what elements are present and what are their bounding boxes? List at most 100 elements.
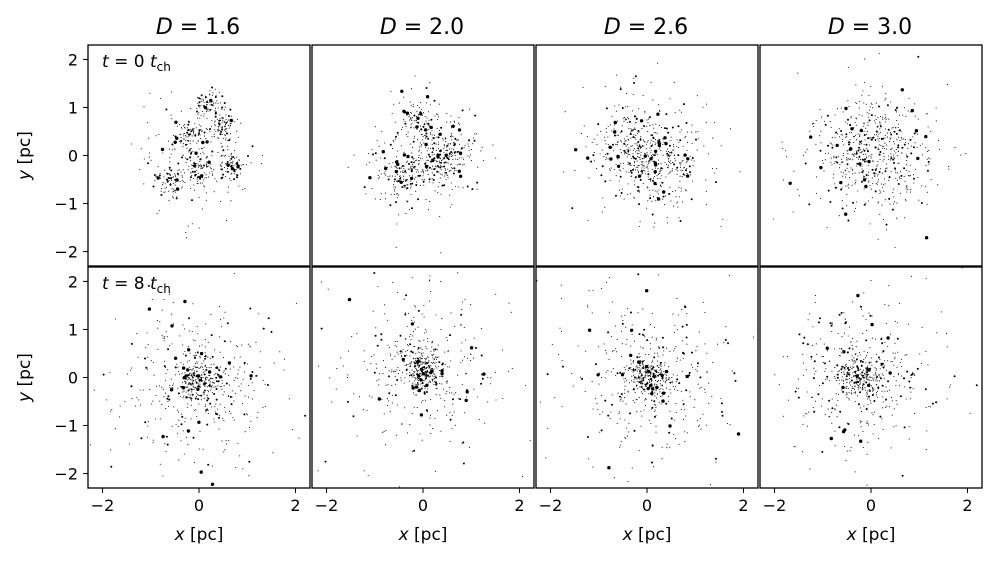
star-point xyxy=(346,400,349,403)
star-point xyxy=(927,160,930,163)
star-point xyxy=(889,141,891,143)
star-point xyxy=(635,169,637,171)
star-point xyxy=(226,163,230,167)
star-point xyxy=(670,151,673,154)
star-point xyxy=(927,149,930,151)
star-point xyxy=(669,171,671,174)
star-point xyxy=(824,378,826,381)
star-point xyxy=(437,365,439,368)
star-point xyxy=(412,140,415,143)
star-point xyxy=(421,171,423,173)
star-point xyxy=(684,137,686,139)
star-point xyxy=(410,339,412,341)
star-point xyxy=(410,334,412,336)
star-point xyxy=(418,160,420,162)
star-point xyxy=(169,345,171,347)
star-point xyxy=(166,172,169,175)
star-point xyxy=(169,161,171,163)
star-point xyxy=(238,369,240,371)
star-point xyxy=(693,160,695,162)
star-point xyxy=(152,442,154,444)
star-point xyxy=(856,340,858,342)
star-point xyxy=(425,362,427,364)
star-point xyxy=(859,165,861,167)
star-point xyxy=(725,326,727,328)
star-point xyxy=(843,445,846,447)
star-point xyxy=(854,400,856,403)
star-point xyxy=(416,394,418,396)
star-point xyxy=(651,134,654,137)
panel-d1.6-t8 xyxy=(83,266,311,493)
star-point xyxy=(637,165,639,167)
star-point xyxy=(230,173,232,175)
star-point xyxy=(883,184,885,186)
star-point xyxy=(230,154,232,156)
star-point xyxy=(412,331,414,333)
star-point xyxy=(222,154,224,156)
star-point xyxy=(435,382,438,385)
star-point xyxy=(639,144,641,146)
star-point xyxy=(655,385,659,390)
star-point xyxy=(208,101,210,103)
star-point xyxy=(372,153,374,156)
star-point xyxy=(690,364,692,366)
star-point xyxy=(424,363,426,365)
star-point xyxy=(886,136,888,138)
star-point xyxy=(851,168,853,170)
star-point xyxy=(590,160,593,163)
star-point xyxy=(200,99,202,101)
star-point xyxy=(201,208,203,210)
star-point xyxy=(262,327,265,330)
star-point xyxy=(617,392,619,394)
star-point xyxy=(845,133,848,136)
star-point xyxy=(857,384,859,386)
star-point xyxy=(443,161,446,164)
star-point xyxy=(635,122,637,124)
star-point xyxy=(206,367,208,369)
star-point xyxy=(658,189,660,191)
star-point xyxy=(427,370,429,372)
star-point xyxy=(643,334,645,337)
star-point xyxy=(200,378,203,380)
star-point xyxy=(149,388,151,390)
star-point xyxy=(862,178,867,182)
star-point xyxy=(631,333,633,335)
star-point xyxy=(661,458,663,460)
star-point xyxy=(848,187,850,189)
star-point xyxy=(653,161,657,165)
y-tick-label: 0 xyxy=(68,147,78,166)
star-point xyxy=(482,159,485,162)
star-point xyxy=(194,166,196,168)
star-point xyxy=(845,387,847,390)
star-point xyxy=(438,171,440,173)
star-point xyxy=(425,358,427,360)
star-point xyxy=(422,180,425,182)
star-point xyxy=(205,192,208,194)
star-point xyxy=(189,129,191,131)
star-point xyxy=(659,364,661,366)
star-point xyxy=(395,160,399,164)
star-point xyxy=(428,126,430,128)
star-point xyxy=(207,413,209,415)
star-point xyxy=(171,425,173,427)
star-point xyxy=(876,126,878,128)
star-point xyxy=(882,428,884,431)
star-point xyxy=(165,331,167,333)
star-point xyxy=(680,164,682,166)
star-point xyxy=(195,378,197,380)
star-point xyxy=(384,166,388,171)
star-point xyxy=(396,167,398,169)
star-point xyxy=(854,207,856,209)
star-point xyxy=(699,418,701,420)
star-point xyxy=(227,191,229,193)
star-point xyxy=(833,173,835,175)
star-point xyxy=(221,165,223,167)
star-point xyxy=(647,155,649,157)
star-point xyxy=(423,112,425,114)
star-point xyxy=(849,375,851,377)
star-point xyxy=(228,439,230,441)
star-point xyxy=(878,374,880,376)
star-point xyxy=(400,89,404,94)
star-point xyxy=(190,108,192,110)
star-point xyxy=(892,154,895,156)
